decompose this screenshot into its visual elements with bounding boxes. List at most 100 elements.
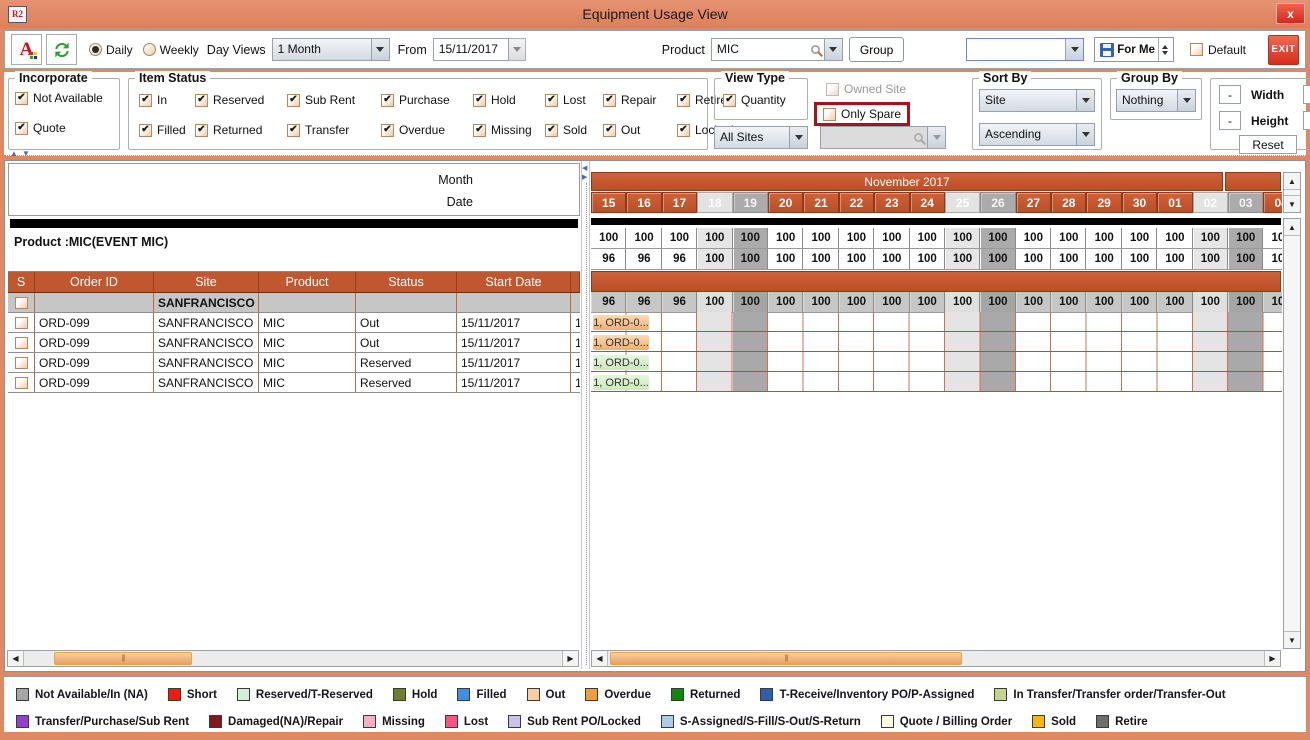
day-cell[interactable]: 22 [838,192,875,213]
for-me-spinner[interactable] [1157,38,1171,61]
day-cell[interactable]: 04 [1263,192,1282,213]
filter-checkbox-item[interactable]: Hold [473,93,545,107]
filter-checkbox-item[interactable]: In [139,93,195,107]
day-cell[interactable]: 15 [591,192,627,213]
col-header-s[interactable]: S [8,272,35,292]
saved-view-combo[interactable] [966,38,1085,61]
sort-field-dropdown[interactable]: Site [979,89,1095,112]
day-cell[interactable]: 26 [980,192,1016,213]
checkbox[interactable] [545,93,558,107]
row-checkbox[interactable] [14,356,28,369]
right-h-scrollbar[interactable]: ◀ ▶ [591,650,1281,667]
scroll-up-icon[interactable]: ▲ [1284,173,1300,190]
order-bar-chip[interactable]: 1, ORD-0... [593,315,649,330]
group-row-checkbox[interactable] [14,296,28,309]
row-checkbox[interactable] [14,316,28,329]
checkbox[interactable] [603,93,616,107]
scroll-up-icon[interactable]: ▲ [1284,219,1300,236]
splitter-up-icon[interactable]: ▲ [10,149,18,158]
quantity-item[interactable]: Quantity [723,93,807,107]
col-header-product[interactable]: Product [259,272,356,292]
only-spare-checkbox[interactable] [823,107,836,121]
col-header-status[interactable]: Status [356,272,457,292]
filter-checkbox-item[interactable]: Repair [603,93,677,107]
col-header-order-id[interactable]: Order ID [35,272,154,292]
day-cell[interactable]: 16 [626,192,662,213]
filter-checkbox-item[interactable]: Filled [139,123,195,137]
height-plus-button[interactable]: + [1303,111,1310,130]
day-cell[interactable]: 01 [1157,192,1193,213]
scroll-thumb[interactable] [610,652,962,665]
filter-checkbox-item[interactable]: Returned [195,123,287,137]
checkbox[interactable] [473,93,486,107]
width-plus-button[interactable]: + [1303,85,1310,104]
from-date-dropdown[interactable] [508,38,526,61]
row-checkbox[interactable] [14,336,28,349]
scroll-track[interactable] [608,651,1264,666]
checkbox[interactable] [677,123,690,137]
filter-checkbox-item[interactable]: Sub Rent [287,93,381,107]
filter-checkbox-item[interactable]: Missing [473,123,545,137]
scroll-down-icon[interactable]: ▼ [1284,195,1300,212]
scroll-left-icon[interactable]: ◀ [8,651,24,666]
header-v-scrollbar[interactable]: ▲ ▼ [1283,172,1301,213]
checkbox[interactable] [195,93,208,107]
table-row[interactable]: ORD-099 SANFRANCISCO MIC Reserved 15/11/… [8,353,580,373]
sites-dropdown[interactable]: All Sites [714,126,808,149]
group-by-dropdown[interactable]: Nothing [1116,89,1196,112]
from-date-input[interactable]: 15/11/2017 [432,38,509,61]
table-row[interactable]: ORD-099 SANFRANCISCO MIC Out 15/11/2017 … [8,313,580,333]
reset-button[interactable]: Reset [1239,135,1297,154]
checkbox[interactable] [603,123,616,137]
daily-radio[interactable] [89,43,102,56]
col-header-site[interactable]: Site [154,272,259,292]
only-spare-item[interactable]: Only Spare [823,107,901,121]
vertical-splitter[interactable]: ◀ ▶ [581,161,590,669]
day-cell[interactable]: 29 [1086,192,1122,213]
sort-direction-dropdown[interactable]: Ascending [979,123,1095,146]
order-bar-chip[interactable]: 1, ORD-0... [593,335,649,350]
site-group-row[interactable]: SANFRANCISCO [8,293,580,313]
table-row[interactable]: ORD-099 SANFRANCISCO MIC Reserved 15/11/… [8,373,580,393]
for-me-button[interactable]: For Me [1094,37,1174,62]
height-minus-button[interactable]: - [1219,111,1241,130]
day-cell[interactable]: 18 [697,192,733,213]
checkbox[interactable] [139,93,152,107]
checkbox[interactable] [287,123,300,137]
left-h-scrollbar[interactable]: ◀ ▶ [7,650,579,667]
checkbox[interactable] [381,123,394,137]
filter-checkbox-item[interactable]: Out [603,123,677,137]
day-cell[interactable]: 03 [1228,192,1264,213]
table-row[interactable]: ORD-099 SANFRANCISCO MIC Out 15/11/2017 … [8,333,580,353]
filter-checkbox-item[interactable]: Quote [15,121,113,135]
day-cell[interactable]: 02 [1192,192,1229,213]
day-cell[interactable]: 20 [767,192,804,213]
filter-checkbox-item[interactable]: Purchase [381,93,473,107]
filter-checkbox-item[interactable]: Retire [677,93,735,107]
scroll-track[interactable] [24,651,562,666]
filter-checkbox-item[interactable]: Reserved [195,93,287,107]
grid-v-scrollbar[interactable]: ▲ ▼ [1283,218,1301,649]
day-cell[interactable]: 23 [874,192,910,213]
splitter-left-icon[interactable]: ◀ [582,165,588,172]
checkbox[interactable] [15,121,28,135]
splitter-down-icon[interactable]: ▼ [22,149,30,158]
splitter-right-icon[interactable]: ▶ [582,174,588,181]
day-cell[interactable]: 21 [803,192,839,213]
order-bar-chip[interactable]: 1, ORD-0... [593,355,649,370]
weekly-radio[interactable] [142,43,156,56]
checkbox[interactable] [195,123,208,137]
filter-checkbox-item[interactable]: Overdue [381,123,473,137]
width-minus-button[interactable]: - [1219,85,1241,104]
order-bar-chip[interactable]: 1, ORD-0... [593,375,649,390]
checkbox[interactable] [473,123,486,137]
filter-checkbox-item[interactable]: Sold [545,123,603,137]
col-header-start-date[interactable]: Start Date [457,272,571,292]
group-button[interactable]: Group [848,37,905,62]
day-cell[interactable]: 27 [1015,192,1052,213]
day-views-dropdown[interactable]: 1 Month [271,38,390,61]
horizontal-splitter[interactable]: ▲ ▼ [4,150,1306,163]
row-checkbox[interactable] [14,376,28,389]
product-combo[interactable]: MIC [710,38,843,61]
day-cell[interactable]: 24 [909,192,945,213]
